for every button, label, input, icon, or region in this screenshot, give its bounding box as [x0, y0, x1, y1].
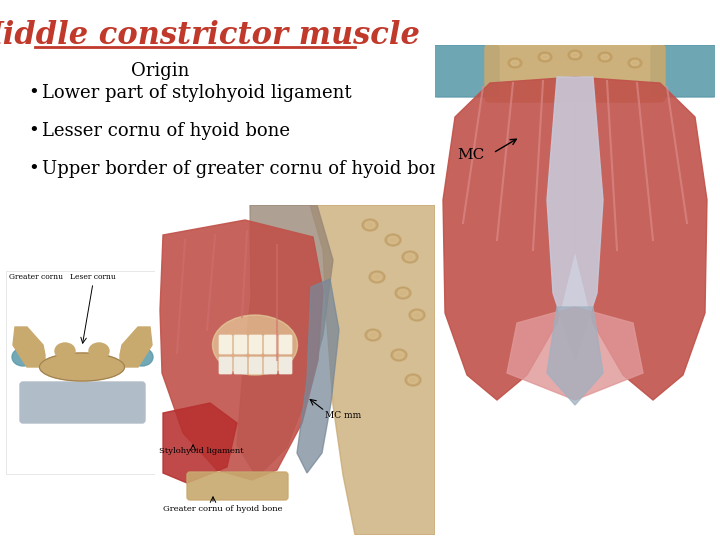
- Ellipse shape: [508, 58, 522, 68]
- FancyBboxPatch shape: [234, 357, 247, 374]
- Text: Lower part of stylohyoid ligament: Lower part of stylohyoid ligament: [42, 84, 351, 102]
- FancyBboxPatch shape: [219, 357, 232, 374]
- Polygon shape: [547, 77, 603, 360]
- Text: Greater cornu: Greater cornu: [9, 273, 63, 281]
- Ellipse shape: [538, 52, 552, 62]
- Text: Greater cornu of hyoid bone: Greater cornu of hyoid bone: [163, 505, 282, 513]
- Text: •: •: [28, 122, 39, 140]
- Polygon shape: [160, 220, 323, 480]
- FancyBboxPatch shape: [279, 357, 292, 374]
- FancyBboxPatch shape: [20, 382, 145, 423]
- Ellipse shape: [631, 60, 639, 65]
- Polygon shape: [310, 205, 435, 535]
- Ellipse shape: [369, 271, 385, 283]
- Ellipse shape: [212, 315, 297, 375]
- Polygon shape: [120, 327, 152, 367]
- Text: MC: MC: [457, 148, 485, 162]
- Ellipse shape: [598, 52, 612, 62]
- FancyBboxPatch shape: [264, 335, 277, 354]
- Text: Leser cornu: Leser cornu: [70, 273, 116, 281]
- Polygon shape: [507, 307, 643, 400]
- Text: •: •: [28, 84, 39, 102]
- Ellipse shape: [628, 58, 642, 68]
- Ellipse shape: [395, 287, 411, 299]
- Ellipse shape: [409, 309, 425, 321]
- Ellipse shape: [405, 374, 421, 386]
- Ellipse shape: [365, 221, 375, 228]
- Polygon shape: [163, 403, 237, 483]
- FancyBboxPatch shape: [234, 335, 247, 354]
- Text: •: •: [28, 160, 39, 178]
- Ellipse shape: [394, 352, 404, 359]
- Ellipse shape: [365, 329, 381, 341]
- Text: MC mm: MC mm: [325, 410, 361, 420]
- Polygon shape: [13, 327, 45, 367]
- Ellipse shape: [568, 50, 582, 60]
- Ellipse shape: [368, 332, 378, 339]
- Ellipse shape: [412, 312, 422, 319]
- Polygon shape: [575, 77, 707, 400]
- Ellipse shape: [89, 343, 109, 359]
- FancyBboxPatch shape: [485, 44, 665, 102]
- Ellipse shape: [372, 273, 382, 280]
- Ellipse shape: [408, 376, 418, 383]
- Ellipse shape: [362, 219, 378, 231]
- Polygon shape: [237, 205, 333, 477]
- Ellipse shape: [398, 289, 408, 296]
- Ellipse shape: [388, 237, 398, 244]
- FancyBboxPatch shape: [249, 357, 262, 374]
- FancyBboxPatch shape: [433, 45, 499, 97]
- Ellipse shape: [541, 55, 549, 59]
- Ellipse shape: [131, 348, 153, 366]
- FancyBboxPatch shape: [279, 335, 292, 354]
- Ellipse shape: [571, 52, 579, 57]
- Ellipse shape: [385, 234, 401, 246]
- Ellipse shape: [55, 343, 75, 359]
- FancyBboxPatch shape: [264, 357, 277, 374]
- FancyBboxPatch shape: [249, 335, 262, 354]
- Text: Origin: Origin: [131, 62, 189, 80]
- Text: Middle constrictor muscle: Middle constrictor muscle: [0, 20, 420, 51]
- Text: Stylohyoid ligament: Stylohyoid ligament: [159, 447, 243, 455]
- Polygon shape: [547, 307, 603, 405]
- Ellipse shape: [391, 349, 407, 361]
- Polygon shape: [443, 77, 575, 400]
- FancyBboxPatch shape: [187, 472, 288, 500]
- FancyBboxPatch shape: [651, 45, 717, 97]
- Ellipse shape: [402, 251, 418, 263]
- Ellipse shape: [511, 60, 519, 65]
- Ellipse shape: [40, 353, 125, 381]
- Ellipse shape: [405, 253, 415, 260]
- Ellipse shape: [601, 55, 609, 59]
- Text: Lesser cornu of hyoid bone: Lesser cornu of hyoid bone: [42, 122, 290, 140]
- Text: Upper border of greater cornu of hyoid bone: Upper border of greater cornu of hyoid b…: [42, 160, 451, 178]
- Polygon shape: [297, 279, 339, 473]
- FancyBboxPatch shape: [219, 335, 232, 354]
- Ellipse shape: [12, 348, 34, 366]
